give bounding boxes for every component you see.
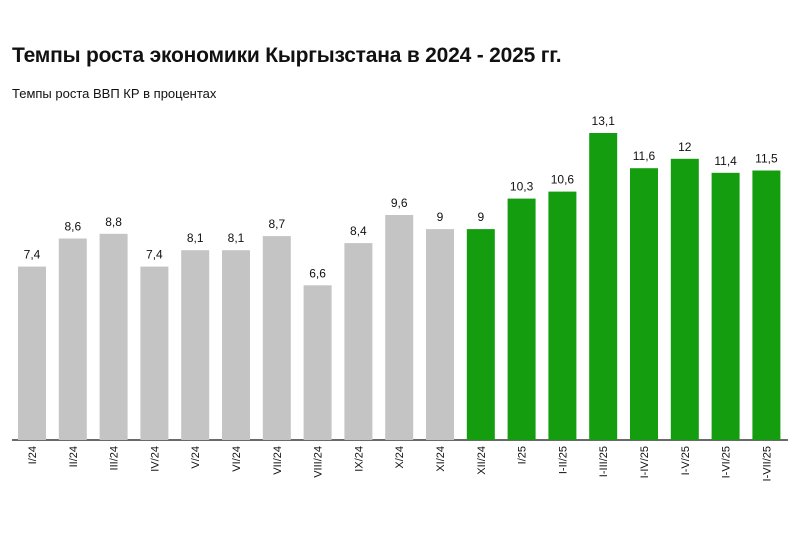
bar-8 bbox=[344, 243, 373, 440]
bars-group bbox=[18, 133, 781, 441]
bar-18 bbox=[752, 170, 781, 440]
value-label-6: 8,7 bbox=[268, 217, 285, 231]
tick-labels-group: I/24 II/24 III/24 IV/24 V/24 VI/24 VII/24 VIII/… bbox=[27, 446, 773, 481]
value-label-4: 8,1 bbox=[187, 231, 204, 245]
tick-label-11: XII/24 bbox=[476, 446, 488, 475]
bar-12 bbox=[507, 198, 536, 440]
bar-6 bbox=[262, 236, 291, 440]
value-label-17: 11,4 bbox=[714, 154, 737, 168]
value-label-15: 11,6 bbox=[633, 149, 656, 163]
tick-label-5: VI/24 bbox=[231, 446, 243, 472]
value-label-14: 13,1 bbox=[592, 114, 616, 128]
value-label-16: 12 bbox=[678, 140, 692, 154]
bar-15 bbox=[630, 168, 658, 440]
bar-1 bbox=[58, 238, 87, 440]
bar-5 bbox=[222, 250, 250, 440]
tick-label-17: I-VI/25 bbox=[721, 446, 733, 478]
bar-11 bbox=[466, 229, 495, 440]
value-label-5: 8,1 bbox=[228, 231, 245, 245]
value-labels-group: 7,4 8,6 8,8 7,4 8,1 8,1 8,7 6,6 8,4 9,6 9 9 10,3 10,6… bbox=[24, 114, 778, 280]
bar-3 bbox=[140, 266, 169, 440]
tick-label-13: I-II/25 bbox=[557, 446, 569, 474]
chart-subtitle: Темпы роста ВВП КР в процентах bbox=[12, 86, 217, 101]
bar-4 bbox=[181, 250, 210, 440]
tick-label-14: I-III/25 bbox=[598, 446, 610, 477]
tick-label-15: I-IV/25 bbox=[639, 446, 651, 478]
value-label-1: 8,6 bbox=[64, 220, 81, 234]
value-label-3: 7,4 bbox=[146, 248, 163, 262]
chart-title: Темпы роста экономики Кыргызстана в 2024… bbox=[12, 44, 562, 67]
value-label-8: 8,4 bbox=[350, 224, 367, 238]
bar-13 bbox=[548, 191, 577, 440]
tick-label-6: VII/24 bbox=[272, 446, 284, 475]
bar-16 bbox=[670, 158, 699, 441]
tick-label-7: VIII/24 bbox=[313, 446, 325, 478]
value-label-13: 10,6 bbox=[551, 173, 575, 187]
tick-label-10: XI/24 bbox=[435, 446, 447, 472]
value-label-18: 11,5 bbox=[755, 152, 778, 166]
tick-label-9: X/24 bbox=[394, 446, 406, 469]
bar-14 bbox=[589, 133, 618, 440]
bar-10 bbox=[426, 229, 454, 440]
bar-0 bbox=[18, 266, 46, 440]
value-label-2: 8,8 bbox=[105, 215, 122, 229]
bar-9 bbox=[385, 215, 414, 440]
tick-label-12: I/25 bbox=[517, 446, 529, 464]
value-label-10: 9 bbox=[437, 210, 444, 224]
value-label-0: 7,4 bbox=[24, 248, 41, 262]
tick-label-0: I/24 bbox=[27, 446, 39, 464]
value-label-7: 6,6 bbox=[309, 266, 326, 280]
value-label-9: 9,6 bbox=[391, 196, 408, 210]
tick-label-1: II/24 bbox=[68, 446, 80, 467]
bar-7 bbox=[303, 285, 332, 440]
tick-label-16: I-V/25 bbox=[680, 446, 692, 475]
tick-label-8: IX/24 bbox=[353, 446, 365, 472]
value-label-11: 9 bbox=[477, 210, 484, 224]
value-label-12: 10,3 bbox=[510, 180, 534, 194]
tick-label-3: IV/24 bbox=[149, 446, 161, 472]
bar-17 bbox=[711, 172, 740, 441]
tick-label-4: V/24 bbox=[190, 446, 202, 469]
tick-label-2: III/24 bbox=[109, 446, 121, 470]
tick-label-18: I-VII/25 bbox=[761, 446, 773, 481]
bar-2 bbox=[99, 233, 128, 440]
